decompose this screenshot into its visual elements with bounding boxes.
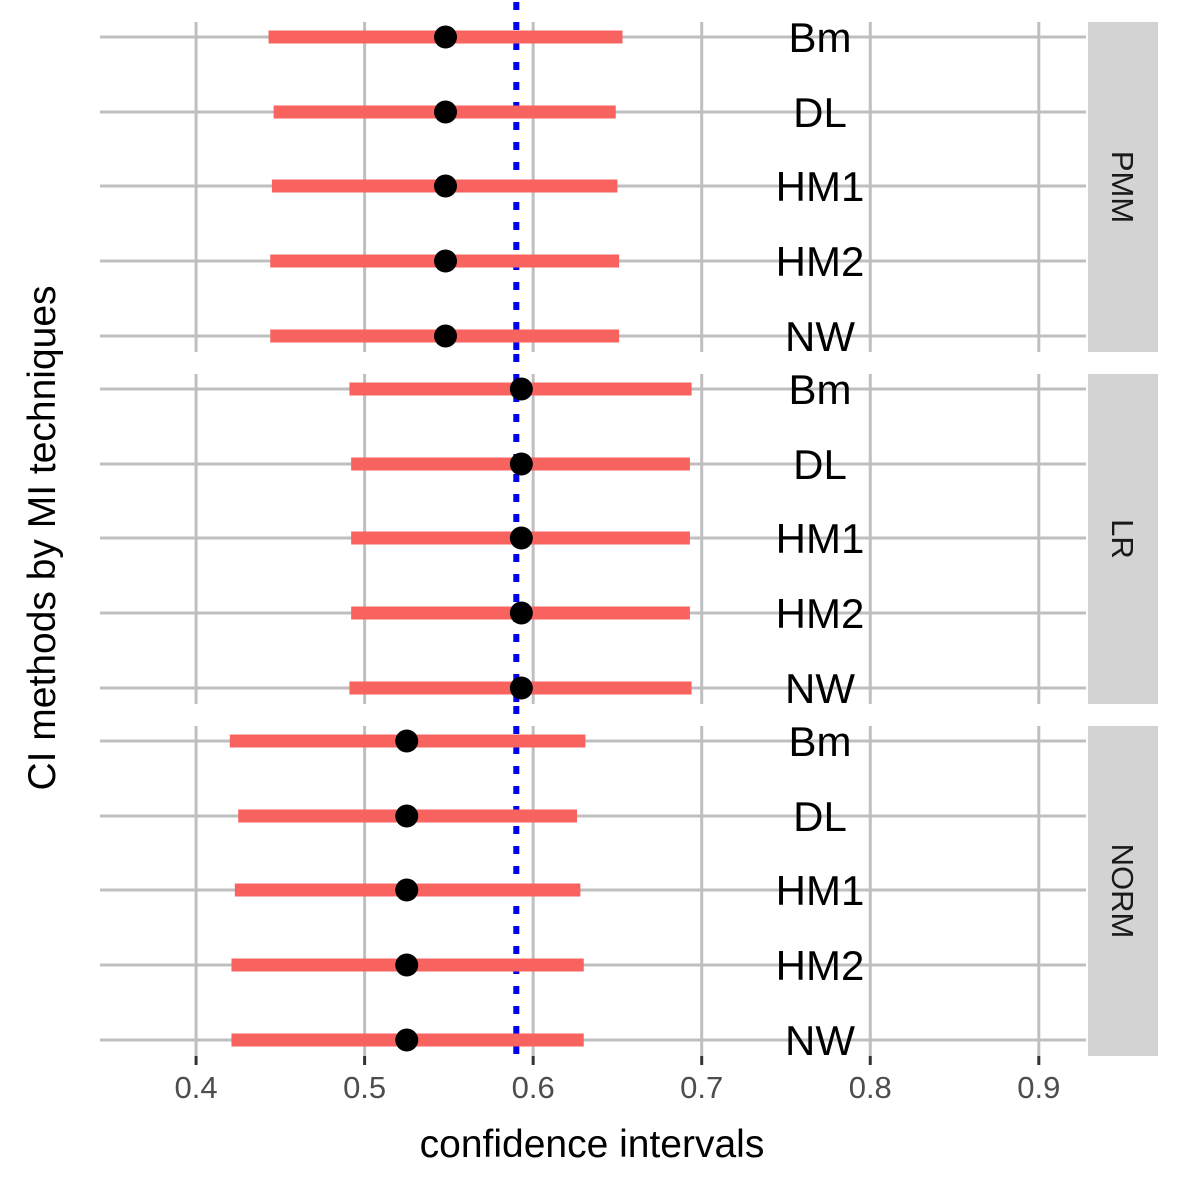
x-axis-title: confidence intervals <box>420 1123 765 1166</box>
method-label: Bm <box>789 366 852 413</box>
facet-strip-label: LR <box>1105 519 1140 559</box>
panel-norm: Bm DL HM1 HM2 NW NORM <box>100 706 1158 1064</box>
method-label: HM2 <box>776 238 865 285</box>
x-axis: 0.4 0.5 0.6 0.7 0.8 0.9 <box>175 1056 1060 1105</box>
estimate-point-bm <box>509 377 533 401</box>
facet-strip <box>1088 374 1158 704</box>
panel-pmm: Bm DL HM1 HM2 NW PMM <box>100 2 1158 360</box>
x-tick-label: 0.5 <box>343 1070 386 1105</box>
facet-strip-label: PMM <box>1105 151 1140 223</box>
facet-strip <box>1088 726 1158 1056</box>
method-label: Bm <box>789 14 852 61</box>
estimate-point-dl <box>509 452 533 476</box>
x-tick-label: 0.9 <box>1017 1070 1060 1105</box>
method-label: NW <box>785 665 855 712</box>
method-label: HM2 <box>776 590 865 637</box>
method-label: NW <box>785 1017 855 1064</box>
method-label: Bm <box>789 718 852 765</box>
estimate-point-bm <box>395 729 419 753</box>
x-tick-label: 0.8 <box>849 1070 892 1105</box>
estimate-point-bm <box>434 25 458 49</box>
estimate-point-hm2 <box>434 249 458 273</box>
x-tick-label: 0.4 <box>175 1070 218 1105</box>
x-tick-label: 0.6 <box>512 1070 555 1105</box>
estimate-point-hm2 <box>395 953 419 977</box>
method-label: HM1 <box>776 163 865 210</box>
estimate-point-nw <box>434 324 458 348</box>
method-label: HM1 <box>776 515 865 562</box>
estimate-point-nw <box>509 676 533 700</box>
method-label: HM2 <box>776 942 865 989</box>
estimate-point-nw <box>395 1028 419 1052</box>
estimate-point-hm1 <box>434 174 458 198</box>
facet-strip <box>1088 22 1158 352</box>
estimate-point-dl <box>395 804 419 828</box>
estimate-point-hm2 <box>509 601 533 625</box>
method-label: DL <box>793 441 847 488</box>
method-label: DL <box>793 89 847 136</box>
method-label: DL <box>793 793 847 840</box>
facet-strip-label: NORM <box>1105 844 1140 939</box>
method-label: HM1 <box>776 867 865 914</box>
panels-layer: Bm DL HM1 HM2 NW PMM Bm DL HM1 HM2 NW LR Bm DL HM1 HM2 N… <box>100 2 1158 1064</box>
estimate-point-dl <box>434 100 458 124</box>
method-label: NW <box>785 313 855 360</box>
panel-lr: Bm DL HM1 HM2 NW LR <box>100 354 1158 712</box>
estimate-point-hm1 <box>395 878 419 902</box>
y-axis-title: CI methods by MI techniques <box>21 285 64 790</box>
x-tick-label: 0.7 <box>680 1070 723 1105</box>
estimate-point-hm1 <box>509 526 533 550</box>
